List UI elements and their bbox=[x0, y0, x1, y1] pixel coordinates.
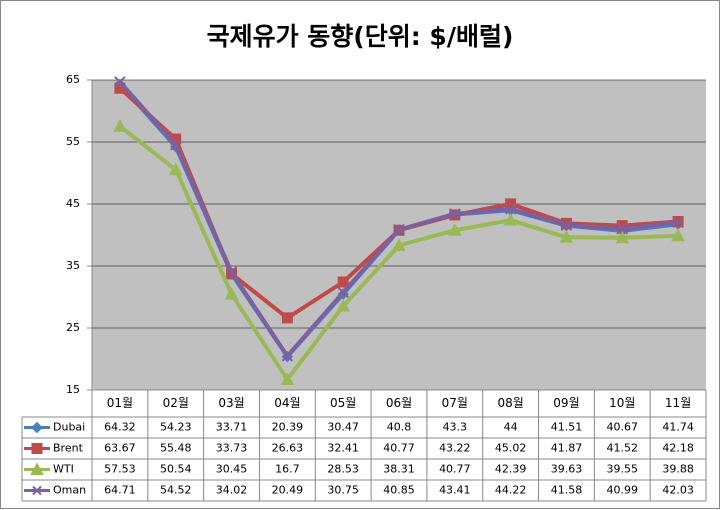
marker bbox=[224, 287, 239, 300]
table-value: 40.67 bbox=[607, 421, 639, 434]
table-value: 39.55 bbox=[607, 463, 639, 476]
marker bbox=[449, 208, 461, 220]
table-value: 45.02 bbox=[495, 442, 527, 455]
table-value: 55.48 bbox=[160, 442, 192, 455]
marker bbox=[559, 230, 574, 243]
table-value: 34.02 bbox=[216, 484, 248, 497]
table-value: 28.53 bbox=[327, 463, 359, 476]
table-value: 40.99 bbox=[607, 484, 639, 497]
marker bbox=[615, 230, 630, 244]
table-value: 42.03 bbox=[662, 484, 694, 497]
marker bbox=[113, 119, 127, 132]
table-value: 63.67 bbox=[104, 442, 136, 455]
y-tick-label: 15 bbox=[66, 383, 80, 396]
table-value: 20.49 bbox=[272, 484, 304, 497]
y-tick-label: 45 bbox=[66, 197, 80, 210]
marker bbox=[671, 228, 685, 242]
x-tick-label: 09월 bbox=[553, 396, 579, 410]
table-value: 40.85 bbox=[383, 484, 415, 497]
x-tick-label: 02월 bbox=[163, 396, 189, 410]
marker bbox=[31, 421, 43, 434]
table-value: 30.45 bbox=[216, 463, 248, 476]
marker bbox=[447, 223, 462, 236]
x-tick-label: 04월 bbox=[274, 396, 300, 410]
table-value: 57.53 bbox=[104, 463, 136, 476]
x-tick-label: 01월 bbox=[107, 396, 133, 410]
marker bbox=[280, 372, 295, 385]
table-value: 64.32 bbox=[104, 421, 136, 434]
table-value: 16.7 bbox=[275, 463, 300, 476]
legend-label: WTI bbox=[53, 463, 74, 476]
marker bbox=[281, 312, 293, 324]
y-tick-label: 35 bbox=[66, 259, 80, 272]
marker bbox=[30, 462, 44, 475]
legend-label: Brent bbox=[53, 442, 84, 455]
table-value: 30.47 bbox=[327, 421, 359, 434]
table-value: 32.41 bbox=[327, 442, 359, 455]
table-value: 39.63 bbox=[551, 463, 583, 476]
marker bbox=[281, 350, 294, 362]
table-value: 41.87 bbox=[551, 442, 583, 455]
x-tick-label: 07월 bbox=[442, 396, 468, 410]
table-value: 54.52 bbox=[160, 484, 192, 497]
table-value: 43.41 bbox=[439, 484, 471, 497]
table-value: 30.75 bbox=[327, 484, 359, 497]
table-value: 64.71 bbox=[104, 484, 136, 497]
legend-label: Oman bbox=[53, 484, 86, 497]
y-tick-label: 55 bbox=[66, 135, 80, 148]
x-tick-label: 10월 bbox=[609, 396, 635, 410]
marker bbox=[170, 139, 182, 151]
legend-marker bbox=[32, 485, 42, 496]
table-value: 40.77 bbox=[383, 442, 415, 455]
table-value: 20.39 bbox=[272, 421, 304, 434]
x-tick-label: 11월 bbox=[665, 396, 691, 410]
table-value: 42.18 bbox=[662, 442, 694, 455]
table-value: 26.63 bbox=[272, 442, 304, 455]
marker bbox=[560, 219, 573, 231]
marker bbox=[504, 203, 517, 215]
table-value: 43.3 bbox=[443, 421, 468, 434]
table-value: 41.58 bbox=[551, 484, 583, 497]
table-value: 50.54 bbox=[160, 463, 192, 476]
table-value: 41.52 bbox=[607, 442, 639, 455]
marker bbox=[337, 286, 349, 299]
table-value: 33.71 bbox=[216, 421, 248, 434]
legend-label: Dubai bbox=[53, 421, 85, 434]
table-value: 40.8 bbox=[387, 421, 412, 434]
table-value: 41.74 bbox=[662, 421, 694, 434]
chart-title: 국제유가 동향(단위: $/배럴) bbox=[207, 22, 514, 51]
marker bbox=[616, 223, 628, 235]
table-value: 33.73 bbox=[216, 442, 248, 455]
table-value: 39.88 bbox=[662, 463, 694, 476]
table-value: 40.77 bbox=[439, 463, 471, 476]
marker bbox=[503, 213, 518, 226]
x-tick-label: 06월 bbox=[386, 396, 412, 410]
table-value: 41.51 bbox=[551, 421, 583, 434]
marker bbox=[672, 216, 684, 229]
x-tick-label: 05월 bbox=[330, 396, 356, 410]
marker bbox=[392, 238, 406, 251]
marker bbox=[114, 76, 126, 88]
x-tick-label: 08월 bbox=[497, 396, 523, 410]
x-tick-label: 03월 bbox=[218, 396, 244, 410]
marker bbox=[225, 266, 238, 278]
marker bbox=[336, 299, 351, 312]
marker bbox=[393, 224, 405, 236]
table-value: 38.31 bbox=[383, 463, 415, 476]
y-tick-label: 65 bbox=[66, 73, 80, 86]
table-value: 44 bbox=[504, 421, 518, 434]
marker bbox=[31, 443, 43, 454]
table-value: 54.23 bbox=[160, 421, 192, 434]
table-value: 44.22 bbox=[495, 484, 527, 497]
table-value: 42.39 bbox=[495, 463, 527, 476]
marker bbox=[168, 162, 183, 176]
y-tick-label: 25 bbox=[66, 321, 80, 334]
table-value: 43.22 bbox=[439, 442, 471, 455]
